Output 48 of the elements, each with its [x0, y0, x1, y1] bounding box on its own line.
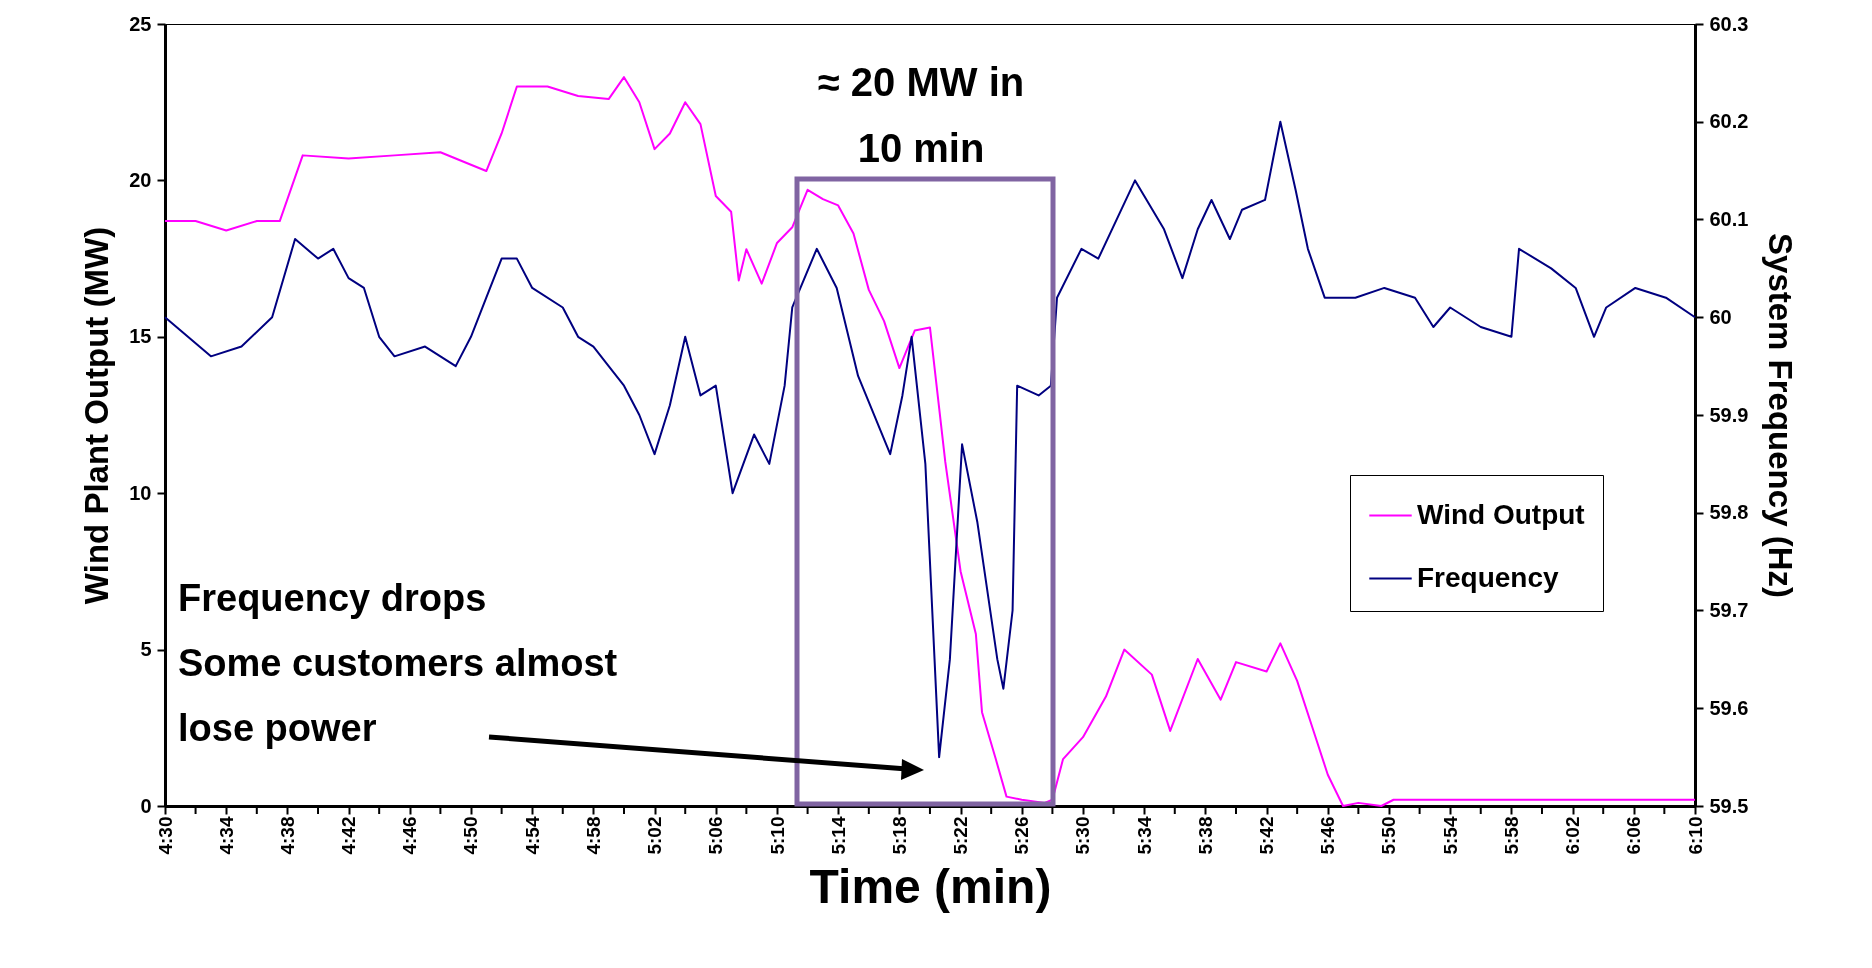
- x-tick-label: 5:26: [1011, 816, 1033, 855]
- y2-tick-label: 60.1: [1709, 208, 1749, 230]
- x-tick-label: 5:34: [1133, 816, 1155, 855]
- x-tick-label: 6:10: [1684, 816, 1706, 855]
- y2-tick-label: 59.8: [1709, 501, 1749, 524]
- x-tick-label: 4:50: [460, 816, 482, 855]
- y2-tick-label: 59.9: [1709, 403, 1749, 426]
- y-tick-label: 5: [140, 638, 152, 661]
- y2-tick-label: 60.2: [1709, 110, 1749, 133]
- y2-tick-label: 60.3: [1709, 12, 1749, 35]
- x-tick-label: 5:30: [1072, 816, 1094, 855]
- y2-tick-label: 59.5: [1709, 794, 1749, 817]
- x-tick-label: 5:46: [1317, 816, 1339, 855]
- x-tick-label: 5:02: [644, 816, 666, 855]
- x-tick-label: 5:50: [1378, 816, 1400, 855]
- y-tick-label: 25: [129, 12, 152, 35]
- x-tick-label: 4:30: [154, 816, 176, 855]
- x-tick-label: 4:54: [521, 816, 543, 855]
- legend-label: Wind Output: [1417, 498, 1585, 530]
- x-tick-label: 4:42: [338, 816, 360, 855]
- x-tick-label: 5:18: [888, 816, 910, 855]
- x-tick-label: 6:02: [1562, 816, 1584, 855]
- y2-tick-label: 59.6: [1709, 696, 1749, 719]
- annotation: Frequency drops Some customers almost lose power: [178, 577, 618, 749]
- x-tick-label: 4:46: [399, 816, 421, 855]
- x-tick-label: 5:38: [1194, 816, 1216, 855]
- y2-tick-label: 59.7: [1709, 599, 1749, 621]
- x-tick-label: 5:14: [827, 816, 849, 855]
- x-tick-label: 4:38: [276, 816, 298, 855]
- x-tick-label: 5:10: [766, 816, 788, 855]
- annotation: ≈ 20 MW in 10 min: [817, 60, 1025, 170]
- x-tick-label: 5:58: [1500, 816, 1522, 855]
- x-axis-title: Time (min): [809, 859, 1052, 913]
- y-tick-label: 0: [140, 794, 152, 817]
- y-tick-label: 20: [129, 168, 152, 191]
- y2-axis-title: System Frequency (Hz): [1762, 233, 1800, 598]
- y-axis-title: Wind Plant Output (MW): [78, 226, 116, 605]
- x-tick-label: 6:06: [1623, 816, 1645, 855]
- x-tick-label: 5:42: [1256, 816, 1278, 855]
- x-tick-label: 5:54: [1439, 816, 1461, 855]
- y2-tick-label: 60: [1709, 305, 1732, 328]
- x-tick-label: 4:58: [582, 816, 604, 855]
- y-tick-label: 10: [129, 481, 152, 504]
- legend-label: Frequency: [1417, 561, 1560, 593]
- x-tick-label: 5:22: [950, 816, 972, 855]
- x-tick-label: 5:06: [705, 816, 727, 855]
- x-tick-label: 4:34: [215, 816, 237, 855]
- y-tick-label: 15: [129, 325, 152, 348]
